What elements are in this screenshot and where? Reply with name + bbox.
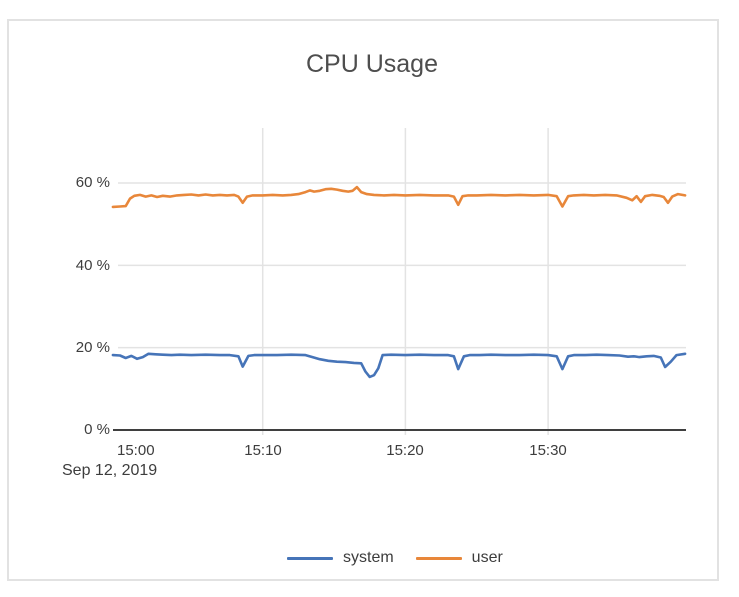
legend-item-system[interactable]: system: [287, 549, 394, 567]
chart-panel: [7, 19, 719, 581]
x-axis-label-15-20: 15:20: [386, 442, 424, 459]
y-axis-label-60: 60 %: [75, 174, 110, 191]
legend-label-system: system: [343, 549, 394, 566]
plot-gridlines: [118, 128, 686, 435]
series-line-user[interactable]: [111, 185, 687, 209]
x-axis-label-15-00: 15:00: [117, 442, 155, 459]
legend-item-user[interactable]: user: [415, 549, 503, 567]
y-axis-label-0: 0 %: [84, 421, 110, 438]
series-line-system[interactable]: [111, 352, 687, 379]
y-axis-label-40: 40 %: [75, 257, 110, 274]
chart-title: CPU Usage: [306, 50, 438, 78]
y-axis-label-20: 20 %: [75, 339, 110, 356]
legend: system user: [287, 549, 503, 567]
legend-label-user: user: [471, 549, 503, 566]
x-axis-date-label: Sep 12, 2019: [62, 462, 158, 479]
x-axis-label-15-10: 15:10: [244, 442, 282, 459]
x-axis-label-15-30: 15:30: [529, 442, 567, 459]
series-lines: [111, 185, 687, 379]
legend-swatch-system: [287, 556, 333, 560]
legend-swatch-user: [415, 556, 462, 560]
